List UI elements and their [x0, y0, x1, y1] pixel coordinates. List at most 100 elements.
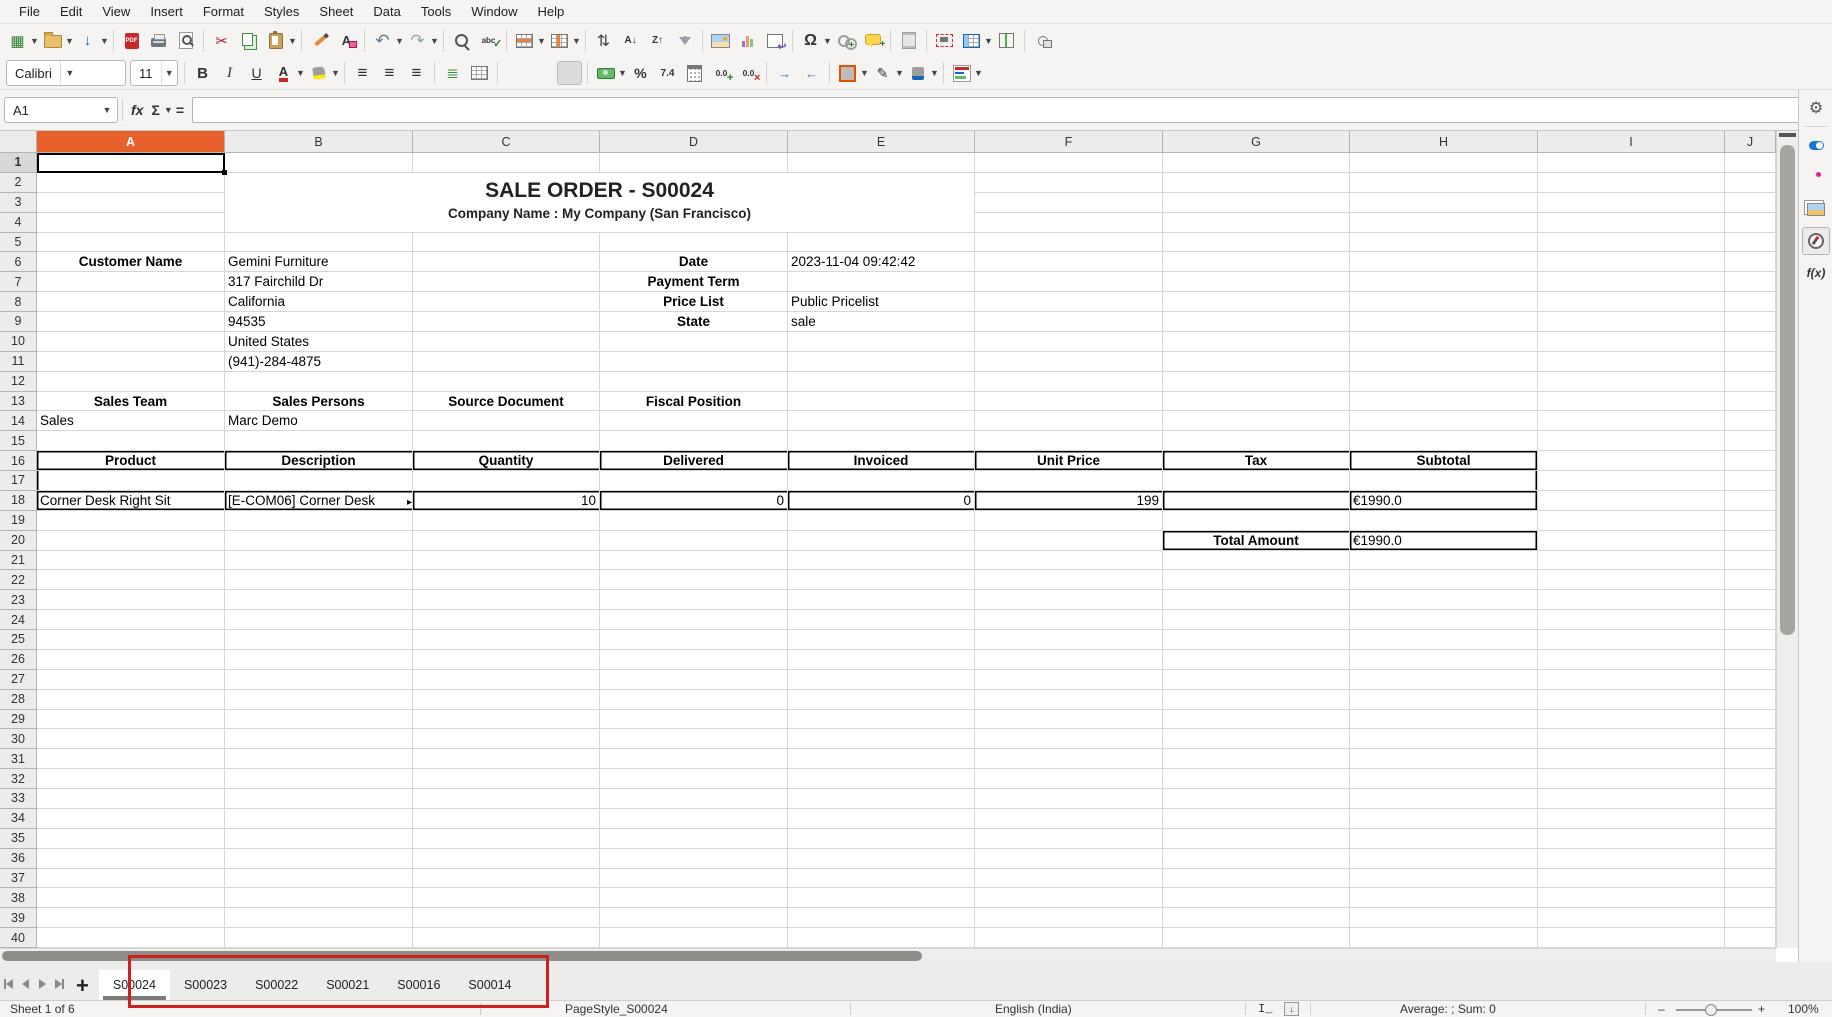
format-as-date-button[interactable] — [682, 61, 707, 85]
properties-icon[interactable] — [1802, 131, 1830, 159]
cell-B34[interactable] — [225, 808, 413, 829]
undo-icon[interactable]: ↶ — [375, 30, 390, 50]
cell-D16[interactable]: Delivered — [600, 451, 788, 471]
cell-A30[interactable] — [37, 729, 225, 750]
cell-J12[interactable] — [1725, 371, 1776, 392]
wrap-text-icon[interactable]: ≣ — [446, 65, 459, 82]
sheet-tab-S00022[interactable]: S00022 — [255, 978, 299, 992]
cell-C13[interactable]: Source Document — [413, 391, 600, 412]
cell-G22[interactable] — [1163, 570, 1350, 591]
row-header-33[interactable]: 33 — [0, 789, 37, 809]
cell-A17[interactable] — [37, 471, 225, 491]
cell-J14[interactable] — [1725, 411, 1776, 432]
cell-I3[interactable] — [1538, 192, 1725, 213]
row-header-18[interactable]: 18 — [0, 490, 37, 511]
cell-G34[interactable] — [1163, 808, 1350, 829]
formula-icon[interactable]: = — [175, 102, 185, 118]
cell-A25[interactable] — [37, 630, 225, 650]
menu-insert[interactable]: Insert — [150, 4, 183, 19]
cell-C31[interactable] — [413, 749, 600, 770]
cell-E30[interactable] — [788, 729, 975, 750]
cell-J34[interactable] — [1725, 808, 1776, 829]
redo-icon[interactable]: ↷ — [410, 30, 425, 50]
cell-F2[interactable] — [975, 172, 1163, 193]
cell-H15[interactable] — [1350, 431, 1538, 452]
cell-G8[interactable] — [1163, 292, 1350, 312]
cell-F7[interactable] — [975, 272, 1163, 293]
cell-J40[interactable] — [1725, 928, 1776, 948]
cell-H17[interactable] — [1350, 471, 1538, 491]
gallery-icon[interactable] — [1802, 195, 1830, 223]
cell-G1[interactable] — [1163, 153, 1350, 173]
cell-H36[interactable] — [1350, 848, 1538, 869]
column-header-I[interactable]: I — [1538, 131, 1725, 153]
menu-sheet[interactable]: Sheet — [319, 4, 354, 19]
sheet-tab-S00024[interactable]: S00024 — [98, 970, 170, 1000]
cell-I31[interactable] — [1538, 749, 1725, 770]
columns-menu-button[interactable]: ▼ — [547, 29, 581, 53]
cell-E16[interactable]: Invoiced — [788, 451, 975, 471]
font-color-button[interactable]: A ▼ — [271, 61, 305, 85]
italic-icon[interactable]: I — [227, 64, 232, 81]
cell-J17[interactable] — [1725, 471, 1776, 491]
insert-mode-icon[interactable]: I_ — [1258, 1002, 1273, 1016]
cell-J30[interactable] — [1725, 729, 1776, 750]
cell-A14[interactable]: Sales — [37, 411, 225, 432]
row-header-40[interactable]: 40 — [0, 928, 37, 948]
format-as-number-icon[interactable]: 7.4 — [660, 67, 675, 79]
cell-E21[interactable] — [788, 550, 975, 571]
cell-F10[interactable] — [975, 331, 1163, 352]
cell-C11[interactable] — [413, 351, 600, 372]
cell-A5[interactable] — [37, 232, 225, 253]
font-color-icon[interactable]: A — [271, 61, 296, 85]
columns-menu-dropdown-icon[interactable]: ▼ — [572, 35, 581, 46]
cell-J7[interactable] — [1725, 272, 1776, 293]
cell-G6[interactable] — [1163, 252, 1350, 273]
cell-I25[interactable] — [1538, 630, 1725, 650]
cell-J26[interactable] — [1725, 649, 1776, 670]
cell-G27[interactable] — [1163, 669, 1350, 690]
cell-E6[interactable]: 2023-11-04 09:42:42 — [788, 252, 975, 273]
row-header-15[interactable]: 15 — [0, 431, 37, 452]
cell-B18[interactable]: [E-COM06] Corner Desk — [225, 490, 413, 511]
cell-G25[interactable] — [1163, 630, 1350, 650]
cell-I22[interactable] — [1538, 570, 1725, 591]
column-header-D[interactable]: D — [600, 131, 788, 153]
cell-F3[interactable] — [975, 192, 1163, 213]
menu-tools[interactable]: Tools — [420, 4, 452, 19]
cell-C29[interactable] — [413, 709, 600, 730]
cell-J4[interactable] — [1725, 212, 1776, 233]
cell-J9[interactable] — [1725, 312, 1776, 332]
cell-G38[interactable] — [1163, 888, 1350, 909]
row-header-2[interactable]: 2 — [0, 172, 37, 193]
freeze-rows-columns-button[interactable]: ▼ — [959, 29, 993, 53]
cell-E7[interactable] — [788, 272, 975, 293]
cell-F11[interactable] — [975, 351, 1163, 372]
cell-I21[interactable] — [1538, 550, 1725, 571]
open-file-dropdown-icon[interactable]: ▼ — [65, 35, 74, 46]
cell-B36[interactable] — [225, 848, 413, 869]
cell-D35[interactable] — [600, 828, 788, 849]
spelling-button[interactable]: abc — [476, 29, 502, 53]
cell-F32[interactable] — [975, 769, 1163, 789]
font-size-combo[interactable]: 11 ▼ — [130, 60, 178, 86]
cell-H2[interactable] — [1350, 172, 1538, 193]
cell-A34[interactable] — [37, 808, 225, 829]
cell-C38[interactable] — [413, 888, 600, 909]
zoom-in-button[interactable]: + — [1758, 1002, 1766, 1016]
align-top-button[interactable] — [503, 61, 528, 85]
row-header-14[interactable]: 14 — [0, 411, 37, 432]
row-header-10[interactable]: 10 — [0, 331, 37, 352]
autofilter-icon[interactable] — [672, 29, 697, 53]
cell-I36[interactable] — [1538, 848, 1725, 869]
insert-comment-button[interactable] — [860, 29, 885, 53]
cell-I26[interactable] — [1538, 649, 1725, 670]
cell-C12[interactable] — [413, 371, 600, 392]
cell-A4[interactable] — [37, 212, 225, 233]
add-decimal-place-button[interactable]: 0.0 — [709, 61, 734, 85]
cell-A36[interactable] — [37, 848, 225, 869]
cell-F38[interactable] — [975, 888, 1163, 909]
cell-B25[interactable] — [225, 630, 413, 650]
row-header-11[interactable]: 11 — [0, 351, 37, 372]
cell-J19[interactable] — [1725, 510, 1776, 531]
